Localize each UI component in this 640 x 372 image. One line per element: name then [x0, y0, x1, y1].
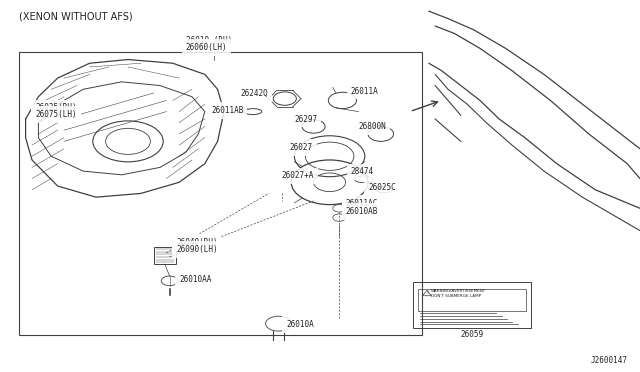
Text: 26297: 26297 — [294, 115, 317, 124]
Text: 26025(RH): 26025(RH) — [35, 103, 77, 112]
Text: 26011AB: 26011AB — [211, 106, 244, 115]
Text: J2600147: J2600147 — [590, 356, 627, 365]
Text: 26059: 26059 — [460, 330, 484, 339]
Text: 26027: 26027 — [290, 143, 313, 152]
Text: DON'T SUBMERGE LAMP: DON'T SUBMERGE LAMP — [431, 294, 481, 298]
Text: 26010AA: 26010AA — [179, 275, 212, 284]
Text: (XENON WITHOUT AFS): (XENON WITHOUT AFS) — [19, 11, 133, 21]
Text: 26027+A: 26027+A — [282, 171, 314, 180]
Bar — [413, 282, 531, 328]
Bar — [154, 247, 176, 264]
Text: 26010 (RH): 26010 (RH) — [186, 36, 232, 45]
Text: 26800N: 26800N — [358, 122, 386, 131]
Text: 26242Q: 26242Q — [240, 89, 268, 98]
Text: 26011A: 26011A — [351, 87, 378, 96]
Text: WARNING/AVERTISSEMENT: WARNING/AVERTISSEMENT — [431, 289, 486, 294]
Bar — [19, 52, 422, 335]
Text: 26040(RH): 26040(RH) — [176, 238, 218, 247]
Text: 28474: 28474 — [351, 167, 374, 176]
Text: !: ! — [426, 290, 428, 295]
Text: 26060(LH): 26060(LH) — [186, 43, 227, 52]
Text: 26075(LH): 26075(LH) — [35, 110, 77, 119]
Text: 26010AB: 26010AB — [346, 207, 378, 216]
Text: 26025C: 26025C — [368, 183, 396, 192]
Bar — [418, 289, 526, 311]
Text: 26011AC: 26011AC — [346, 199, 378, 208]
Text: 26010A: 26010A — [286, 320, 314, 329]
Text: 26090(LH): 26090(LH) — [176, 245, 218, 254]
